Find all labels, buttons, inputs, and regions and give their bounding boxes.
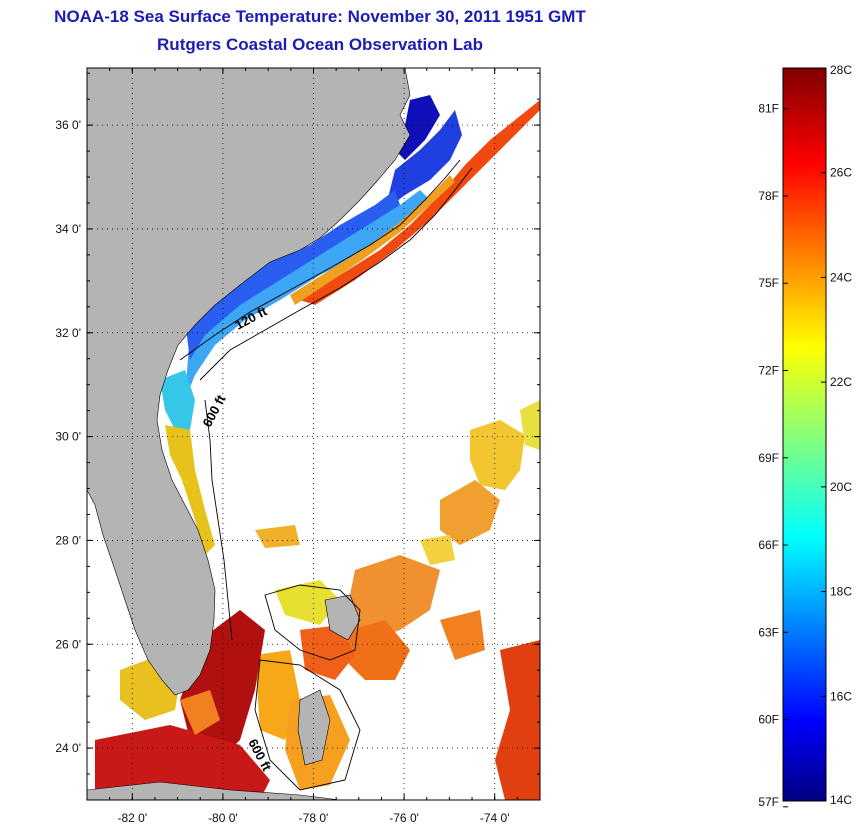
- y-axis-ticks: 36 0' 34 0' 32 0' 30 0' 28 0' 26 0' 24 0': [55, 118, 81, 755]
- y-tick-label: 34 0': [55, 222, 81, 236]
- sst-patch-4: [345, 555, 440, 640]
- sst-south-red: [95, 725, 270, 800]
- y-tick-label: 32 0': [55, 326, 81, 340]
- colorbar-celsius-label: 26C: [830, 166, 852, 180]
- land: [87, 68, 411, 800]
- y-tick-label: 36 0': [55, 118, 81, 132]
- colorbar-fahrenheit-label: 75F: [758, 276, 779, 290]
- sst-cool-shelf: [185, 190, 430, 400]
- contour-600ft-south: [204, 399, 233, 641]
- colorbar-fahrenheit-label: 63F: [758, 625, 779, 639]
- y-tick-label: 26 0': [55, 637, 81, 651]
- colorbar-celsius-label: 24C: [830, 270, 852, 284]
- x-tick-label: -76 0': [389, 811, 419, 825]
- land-cuba: [87, 781, 341, 800]
- sst-patch-12: [255, 525, 300, 548]
- sst-patch-3: [440, 480, 500, 545]
- sst-patch-6: [275, 580, 340, 625]
- colorbar-celsius-label: 22C: [830, 375, 852, 389]
- grid-lines: [87, 68, 540, 800]
- sst-patch-5: [345, 620, 410, 680]
- sst-yellow-south: [165, 425, 215, 555]
- frame-ticks: [86, 68, 541, 801]
- sst-blue-shelf: [185, 190, 400, 360]
- x-axis-ticks: -82 0' -80 0' -78 0' -76 0' -74 0': [117, 811, 509, 825]
- colorbar-fahrenheit-label: 66F: [758, 538, 779, 552]
- x-tick-label: -80 0': [208, 811, 238, 825]
- colorbar-fahrenheit-label: 81F: [758, 102, 779, 116]
- colorbar-celsius-label: 16C: [830, 689, 852, 703]
- sst-cold-band: [385, 110, 462, 210]
- colorbar-celsius-label: 14C: [830, 793, 852, 807]
- sst-pamlico: [395, 95, 440, 160]
- x-tick-label: -78 0': [299, 811, 329, 825]
- colorbar-fahrenheit-label: 60F: [758, 713, 779, 727]
- contour-bahamas-bank: [264, 584, 361, 661]
- contour-600ft: [199, 167, 473, 381]
- y-tick-label: 30 0': [55, 430, 81, 444]
- sst-patch-13: [420, 535, 455, 565]
- x-tick-label: -82 0': [117, 811, 147, 825]
- sst-patch-1: [470, 420, 525, 490]
- colorbar-celsius-label: 18C: [830, 585, 852, 599]
- colorbar-ticks: 28C 26C 24C 22C 20C 18C 16C 14C 81F 78F 75F 72F 69F 6…: [758, 63, 852, 809]
- colorbar-fahrenheit-label: 72F: [758, 364, 779, 378]
- colorbar-celsius-label: 28C: [830, 63, 852, 77]
- sst-south-orange: [180, 690, 220, 735]
- chart-title: NOAA-18 Sea Surface Temperature: Novembe…: [54, 7, 586, 26]
- sst-patch-11: [440, 610, 485, 660]
- x-tick-label: -74 0': [480, 811, 510, 825]
- sst-gulf-stream-edge: [290, 175, 455, 305]
- y-tick-label: 28 0': [55, 533, 81, 547]
- chart-subtitle: Rutgers Coastal Ocean Observation Lab: [157, 35, 483, 54]
- colorbar-fahrenheit-label: 69F: [758, 451, 779, 465]
- land-andros: [297, 689, 331, 766]
- sst-patch-2: [520, 400, 540, 450]
- colorbar: [782, 67, 827, 802]
- sst-cyan-south: [160, 370, 195, 430]
- contour-120ft: [179, 159, 461, 361]
- y-tick-label: 24 0': [55, 741, 81, 755]
- colorbar-celsius-label: 20C: [830, 480, 852, 494]
- sst-patch-10: [495, 640, 540, 800]
- map-area: [87, 68, 540, 800]
- colorbar-fahrenheit-label: 57F: [758, 795, 779, 809]
- sst-gulf-stream: [300, 100, 540, 305]
- colorbar-fahrenheit-label: 78F: [758, 189, 779, 203]
- land-southeast-us: [87, 68, 411, 696]
